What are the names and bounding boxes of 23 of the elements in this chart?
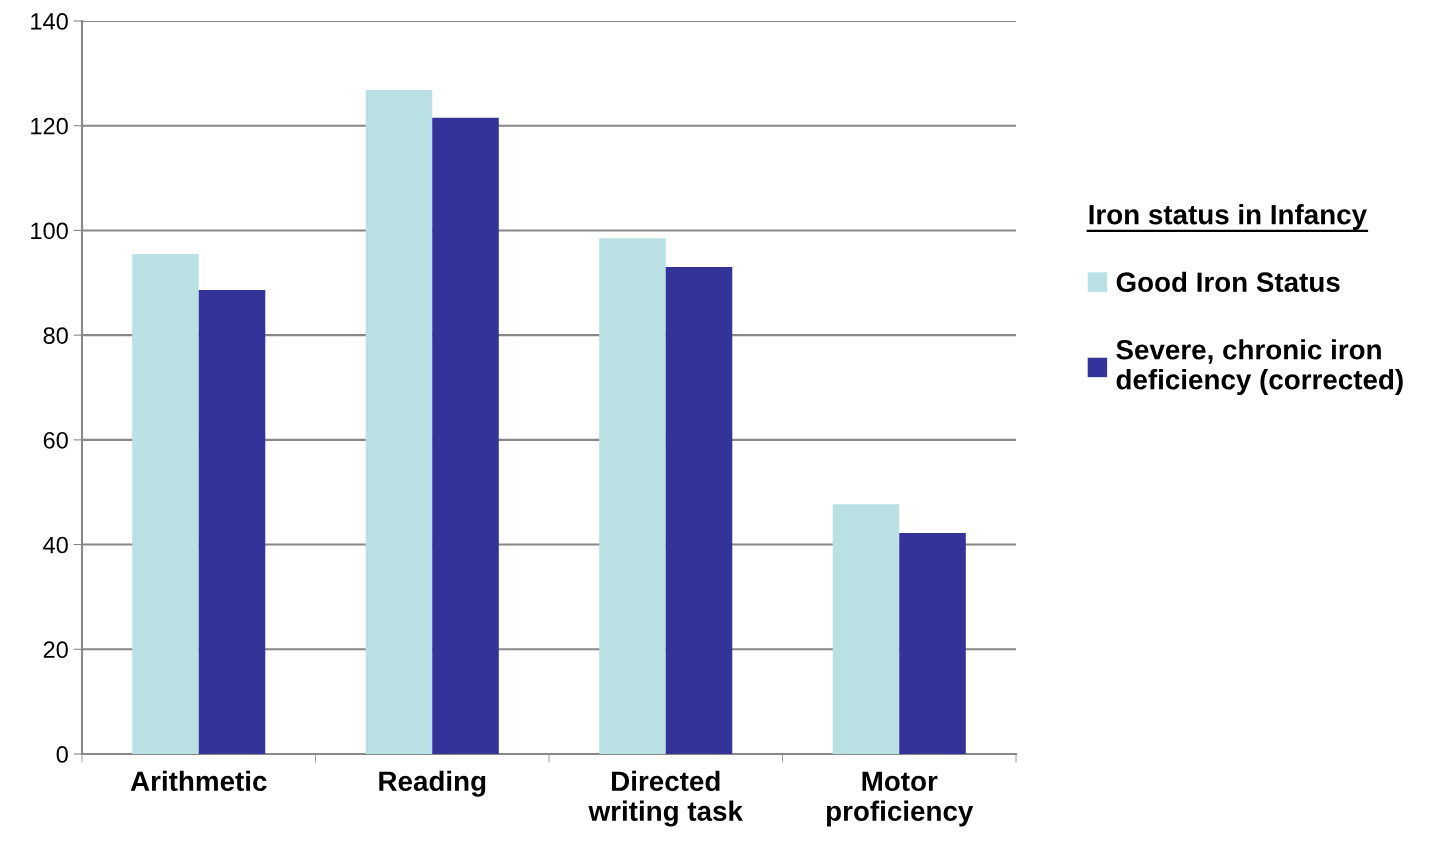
legend-title: Iron status in Infancy — [1089, 204, 1367, 230]
legend-label: Good Iron Status — [1116, 271, 1340, 293]
y-tick-label: 60 — [43, 431, 68, 449]
y-tick-label: 80 — [43, 327, 68, 344]
bar — [599, 238, 666, 754]
bar — [365, 90, 433, 754]
y-tick-label: 0 — [56, 746, 68, 763]
y-tick-label: 120 — [31, 117, 68, 135]
legend-label: Severe, chronic iron deficiency (corrected) — [1116, 339, 1403, 396]
y-tick-label: 40 — [43, 536, 68, 554]
bar — [132, 253, 199, 754]
bar — [198, 290, 266, 754]
bar — [432, 117, 499, 754]
bar — [899, 533, 966, 754]
y-tick-label: 20 — [43, 641, 68, 659]
x-tick-label: Arithmetic — [130, 770, 267, 792]
x-tick-label: Motor proficiency — [826, 771, 974, 827]
x-tick-label: Directed writing task — [588, 770, 743, 827]
x-tick-label: Reading — [379, 770, 486, 797]
y-tick-label: 140 — [31, 13, 68, 30]
bar — [665, 267, 733, 754]
y-tick-label: 100 — [31, 222, 68, 240]
bar — [832, 504, 900, 754]
